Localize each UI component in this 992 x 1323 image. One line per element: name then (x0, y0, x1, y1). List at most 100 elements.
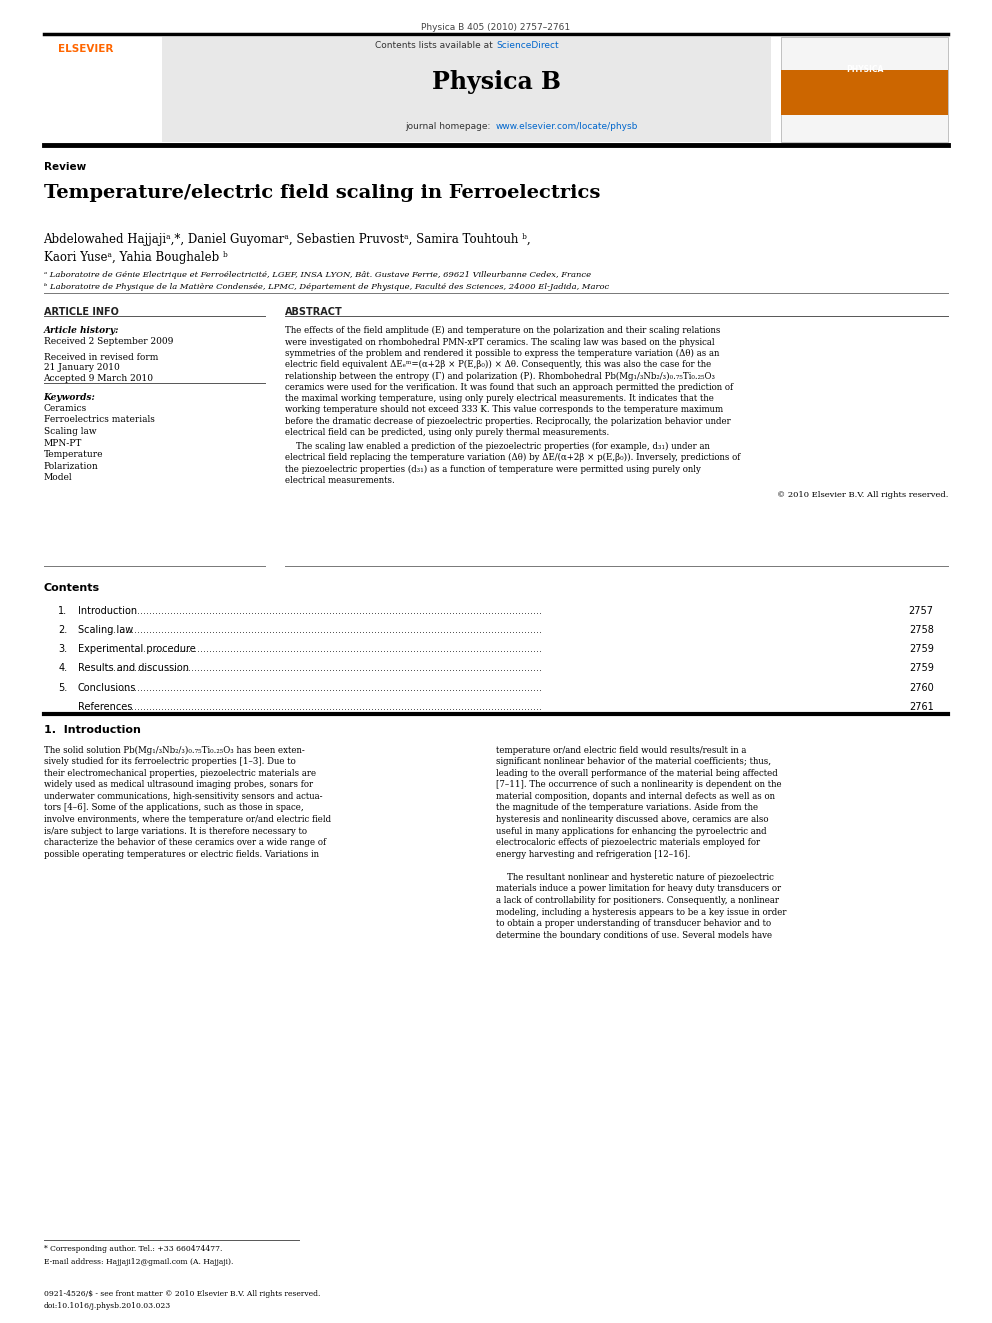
Text: working temperature should not exceed 333 K. This value corresponds to the tempe: working temperature should not exceed 33… (285, 405, 722, 414)
Text: were investigated on rhombohedral PMN-xPT ceramics. The scaling law was based on: were investigated on rhombohedral PMN-xP… (285, 337, 714, 347)
Text: materials induce a power limitation for heavy duty transducers or: materials induce a power limitation for … (496, 885, 781, 893)
Text: The solid solution Pb(Mg₁/₃Nb₂/₃)₀.₇₅Ti₀.₂₅O₃ has been exten-: The solid solution Pb(Mg₁/₃Nb₂/₃)₀.₇₅Ti₀… (44, 746, 305, 754)
Text: material composition, dopants and internal defects as well as on: material composition, dopants and intern… (496, 792, 775, 800)
Text: ScienceDirect: ScienceDirect (496, 41, 558, 50)
Text: 1.: 1. (59, 606, 67, 617)
Text: ................................................................................: ........................................… (107, 683, 543, 692)
Text: their electromechanical properties, piezoelectric materials are: their electromechanical properties, piez… (44, 769, 315, 778)
Text: electrical field can be predicted, using only purely thermal measurements.: electrical field can be predicted, using… (285, 429, 609, 437)
Text: electrocaloric effects of piezoelectric materials employed for: electrocaloric effects of piezoelectric … (496, 839, 760, 847)
Bar (782, 37, 948, 142)
Text: involve environments, where the temperature or/and electric field: involve environments, where the temperat… (44, 815, 330, 824)
Text: underwater communications, high-sensitivity sensors and actua-: underwater communications, high-sensitiv… (44, 792, 322, 800)
Text: the piezoelectric properties (d₃₁) as a function of temperature were permitted u: the piezoelectric properties (d₃₁) as a … (285, 464, 700, 474)
Text: is/are subject to large variations. It is therefore necessary to: is/are subject to large variations. It i… (44, 827, 307, 836)
Text: Article history:: Article history: (44, 327, 119, 335)
Text: [7–11]. The occurrence of such a nonlinearity is dependent on the: [7–11]. The occurrence of such a nonline… (496, 781, 782, 790)
Text: ................................................................................: ........................................… (107, 644, 543, 655)
Text: Scaling law: Scaling law (44, 427, 96, 437)
Text: Conclusions: Conclusions (78, 683, 136, 692)
Text: Abdelowahed Hajjajiᵃ,*, Daniel Guyomarᵃ, Sebastien Pruvostᵃ, Samira Touhtouh ᵇ,: Abdelowahed Hajjajiᵃ,*, Daniel Guyomarᵃ,… (44, 233, 531, 246)
Text: electrical field replacing the temperature variation (Δθ) by ΔE/(α+2β × p(E,β₀)): electrical field replacing the temperatu… (285, 454, 740, 462)
Text: determine the boundary conditions of use. Several models have: determine the boundary conditions of use… (496, 931, 772, 939)
Text: 1.  Introduction: 1. Introduction (44, 725, 141, 734)
Text: 2759: 2759 (909, 644, 933, 655)
Text: ................................................................................: ........................................… (107, 701, 543, 712)
Text: Results and discussion: Results and discussion (78, 663, 188, 673)
Bar (44, 37, 162, 142)
Text: ᵃ Laboratoire de Génie Electrique et Ferroélectricité, LGEF, INSA LYON, Bât. Gus: ᵃ Laboratoire de Génie Electrique et Fer… (44, 271, 590, 279)
Text: PHYSICA: PHYSICA (846, 65, 884, 74)
Text: MPN-PT: MPN-PT (44, 438, 82, 447)
Text: Polarization: Polarization (44, 462, 98, 471)
Text: ELSEVIER: ELSEVIER (59, 44, 114, 54)
Text: Review: Review (44, 161, 85, 172)
Text: hysteresis and nonlinearity discussed above, ceramics are also: hysteresis and nonlinearity discussed ab… (496, 815, 769, 824)
Text: Accepted 9 March 2010: Accepted 9 March 2010 (44, 373, 154, 382)
Bar (44, 37, 772, 142)
Text: sively studied for its ferroelectric properties [1–3]. Due to: sively studied for its ferroelectric pro… (44, 757, 296, 766)
Text: Temperature: Temperature (44, 450, 103, 459)
Text: leading to the overall performance of the material being affected: leading to the overall performance of th… (496, 769, 778, 778)
Text: 2760: 2760 (909, 683, 933, 692)
Text: www.elsevier.com/locate/physb: www.elsevier.com/locate/physb (496, 123, 639, 131)
Text: doi:10.1016/j.physb.2010.03.023: doi:10.1016/j.physb.2010.03.023 (44, 1302, 171, 1310)
Text: symmetries of the problem and rendered it possible to express the temperature va: symmetries of the problem and rendered i… (285, 349, 719, 359)
Text: Model: Model (44, 474, 72, 483)
Text: E-mail address: Hajjaji12@gmail.com (A. Hajjaji).: E-mail address: Hajjaji12@gmail.com (A. … (44, 1258, 233, 1266)
Text: ARTICLE INFO: ARTICLE INFO (44, 307, 118, 316)
Text: Received in revised form: Received in revised form (44, 352, 158, 361)
Text: tors [4–6]. Some of the applications, such as those in space,: tors [4–6]. Some of the applications, su… (44, 803, 304, 812)
Text: The effects of the field amplitude (E) and temperature on the polarization and t: The effects of the field amplitude (E) a… (285, 327, 720, 336)
Text: Physica B: Physica B (432, 70, 560, 94)
Text: Kaori Yuseᵃ, Yahia Boughaleb ᵇ: Kaori Yuseᵃ, Yahia Boughaleb ᵇ (44, 251, 227, 265)
Text: The scaling law enabled a prediction of the piezoelectric properties (for exampl: The scaling law enabled a prediction of … (285, 442, 709, 451)
Text: before the dramatic decrease of piezoelectric properties. Reciprocally, the pola: before the dramatic decrease of piezoele… (285, 417, 730, 426)
Text: temperature or/and electric field would results/result in a: temperature or/and electric field would … (496, 746, 746, 754)
Text: References: References (78, 701, 132, 712)
Text: 0921-4526/$ - see front matter © 2010 Elsevier B.V. All rights reserved.: 0921-4526/$ - see front matter © 2010 El… (44, 1290, 319, 1298)
Text: journal homepage:: journal homepage: (405, 123, 496, 131)
Text: © 2010 Elsevier B.V. All rights reserved.: © 2010 Elsevier B.V. All rights reserved… (777, 491, 948, 499)
Text: energy harvesting and refrigeration [12–16].: energy harvesting and refrigeration [12–… (496, 849, 690, 859)
Text: 5.: 5. (59, 683, 67, 692)
Text: to obtain a proper understanding of transducer behavior and to: to obtain a proper understanding of tran… (496, 919, 771, 929)
Text: Contents lists available at: Contents lists available at (375, 41, 496, 50)
Text: Introduction: Introduction (78, 606, 137, 617)
Text: 2761: 2761 (909, 701, 933, 712)
Text: ................................................................................: ........................................… (107, 663, 543, 673)
Bar (782, 70, 948, 115)
Text: Experimental procedure: Experimental procedure (78, 644, 195, 655)
Text: 2757: 2757 (909, 606, 933, 617)
Text: 2758: 2758 (909, 626, 933, 635)
Text: 4.: 4. (59, 663, 67, 673)
Text: the magnitude of the temperature variations. Aside from the: the magnitude of the temperature variati… (496, 803, 758, 812)
Text: electric field equivalent ΔEₑᵐ=(α+2β × P(E,β₀)) × Δθ. Consequently, this was als: electric field equivalent ΔEₑᵐ=(α+2β × P… (285, 360, 710, 369)
Text: Received 2 September 2009: Received 2 September 2009 (44, 337, 173, 345)
Text: 2759: 2759 (909, 663, 933, 673)
Text: Contents: Contents (44, 582, 99, 593)
Text: widely used as medical ultrasound imaging probes, sonars for: widely used as medical ultrasound imagin… (44, 781, 312, 790)
Text: * Corresponding author. Tel.: +33 660474477.: * Corresponding author. Tel.: +33 660474… (44, 1245, 222, 1253)
Text: Ferroelectrics materials: Ferroelectrics materials (44, 415, 155, 425)
Text: a lack of controllability for positioners. Consequently, a nonlinear: a lack of controllability for positioner… (496, 896, 779, 905)
Text: possible operating temperatures or electric fields. Variations in: possible operating temperatures or elect… (44, 849, 318, 859)
Text: ᵇ Laboratoire de Physique de la Matière Condensée, LPMC, Département de Physique: ᵇ Laboratoire de Physique de la Matière … (44, 283, 609, 291)
Text: useful in many applications for enhancing the pyroelectric and: useful in many applications for enhancin… (496, 827, 767, 836)
Text: ceramics were used for the verification. It was found that such an approach perm: ceramics were used for the verification.… (285, 382, 733, 392)
Text: relationship between the entropy (Γ) and polarization (P). Rhombohedral Pb(Mg₁/₃: relationship between the entropy (Γ) and… (285, 372, 714, 381)
Text: the maximal working temperature, using only purely electrical measurements. It i: the maximal working temperature, using o… (285, 394, 713, 404)
Text: 2.: 2. (59, 626, 67, 635)
Text: ................................................................................: ........................................… (107, 606, 543, 617)
Text: Temperature/electric field scaling in Ferroelectrics: Temperature/electric field scaling in Fe… (44, 184, 600, 202)
Text: electrical measurements.: electrical measurements. (285, 476, 394, 484)
Text: Scaling law: Scaling law (78, 626, 133, 635)
Text: Keywords:: Keywords: (44, 393, 95, 402)
Text: characterize the behavior of these ceramics over a wide range of: characterize the behavior of these ceram… (44, 839, 325, 847)
Text: Ceramics: Ceramics (44, 404, 86, 413)
Text: Physica B 405 (2010) 2757–2761: Physica B 405 (2010) 2757–2761 (422, 22, 570, 32)
Text: significant nonlinear behavior of the material coefficients; thus,: significant nonlinear behavior of the ma… (496, 757, 771, 766)
Text: ................................................................................: ........................................… (107, 626, 543, 635)
Text: 21 January 2010: 21 January 2010 (44, 363, 119, 372)
Text: ABSTRACT: ABSTRACT (285, 307, 342, 316)
